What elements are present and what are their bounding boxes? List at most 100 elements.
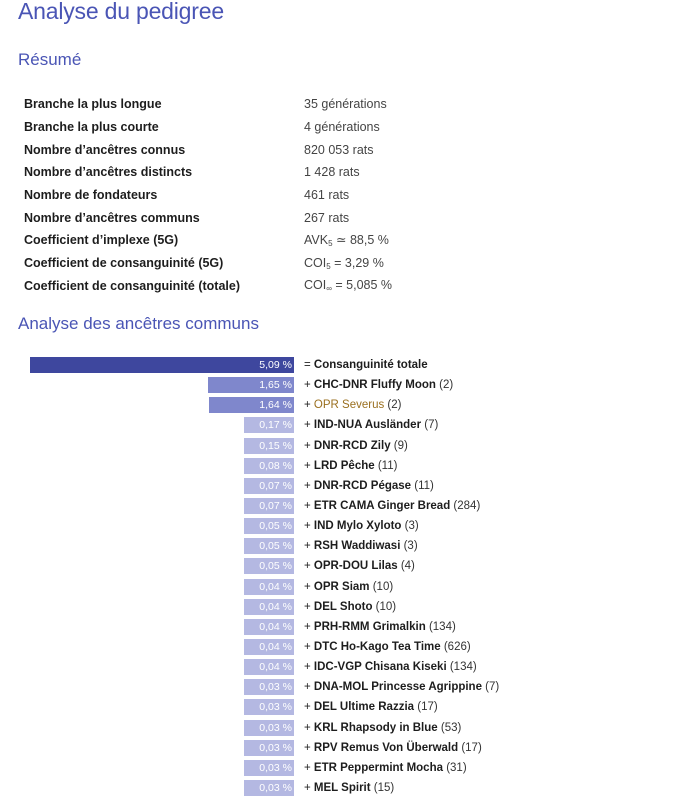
chart-data-label: 0,15 % [259, 439, 292, 452]
ancestor-name: DNR-RCD Pégase [313, 479, 412, 492]
chart-bar [30, 357, 294, 373]
summary-row: Branche la plus longue 35 générations [24, 93, 444, 116]
chart-row-label: + PRH-RMM Grimalkin (134) [304, 620, 456, 633]
chart-row-label: + OPR-DOU Lilas (4) [304, 560, 415, 573]
chart-row-label: + LRD Pêche (11) [304, 459, 398, 472]
summary-list: Branche la plus longue 35 générations Bran… [24, 93, 444, 297]
chart-bar [244, 598, 294, 615]
ancestor-link[interactable]: OPR Severus [313, 399, 385, 412]
chart-data-label: 0,03 % [259, 781, 292, 794]
chart-data-label: 0,07 % [259, 479, 292, 492]
summary-label: Nombre d’ancêtres connus [24, 142, 186, 157]
chart-row: 0,03 % + KRL Rhapsody in Blue (53) [0, 719, 684, 739]
ancestor-name: DNA-MOL Princesse Agrippine [313, 681, 482, 694]
chart-row: 0,04 % + DEL Shoto (10) [0, 598, 684, 618]
summary-value: 461 rats [304, 188, 350, 203]
chart-row-label: + DNA-MOL Princesse Agrippine (7) [304, 681, 500, 694]
chart-row-label: + ETR CAMA Ginger Bread (284) [304, 499, 481, 512]
ancestor-count: (15) [370, 781, 395, 794]
ancestor-name: IND Mylo Xyloto [313, 520, 402, 533]
chart-bar [244, 719, 294, 736]
ancestor-count: (284) [450, 499, 481, 512]
ancestor-name: CHC-DNR Fluffy Moon [313, 379, 436, 392]
chart-bar [244, 699, 294, 716]
summary-label: Branche la plus courte [24, 120, 159, 135]
ancestor-count: (134) [446, 661, 477, 674]
chart-row-label: + KRL Rhapsody in Blue (53) [304, 721, 462, 734]
chart-row: 0,04 % + PRH-RMM Grimalkin (134) [0, 618, 684, 638]
ancestor-count: (17) [458, 741, 482, 754]
ancestor-count: (626) [440, 640, 471, 653]
chart-row: 0,07 % + DNR-RCD Pégase (11) [0, 477, 684, 497]
chart-data-label: 0,03 % [259, 741, 292, 754]
chart-bar [244, 638, 294, 655]
summary-row: Coefficient de consanguinité (totale) COI… [24, 275, 444, 298]
ancestor-name: DNR-RCD Zily [313, 439, 391, 452]
ancestor-count: (4) [397, 560, 415, 573]
summary-row: Nombre d’ancêtres connus 820 053 rats [24, 138, 444, 161]
summary-value: 1 428 rats [304, 165, 360, 180]
chart-data-label: 0,04 % [259, 600, 292, 613]
ancestor-count: (134) [425, 620, 456, 633]
ancestor-name: IDC-VGP Chisana Kiseki [313, 661, 447, 674]
chart-row: 0,05 % + RSH Waddiwasi (3) [0, 537, 684, 557]
summary-label: Coefficient de consanguinité (5G) [24, 256, 224, 271]
ancestor-name: OPR-DOU Lilas [313, 560, 398, 573]
chart-data-label: 0,04 % [259, 620, 292, 633]
chart-row-label[interactable]: + OPR Severus (2) [304, 399, 402, 412]
ancestor-count: (31) [443, 761, 467, 774]
chart-data-label: 0,04 % [259, 661, 292, 674]
summary-label: Nombre d’ancêtres communs [24, 210, 200, 225]
summary-row: Coefficient d’implexe (5G) AVK5 ≃ 88,5 % [24, 229, 444, 252]
summary-heading: Résumé [18, 50, 82, 69]
chart-row-label: + IDC-VGP Chisana Kiseki (134) [304, 661, 477, 674]
ancestor-name: OPR Siam [313, 580, 370, 593]
chart-bar [244, 618, 294, 635]
chart-row: 0,08 % + LRD Pêche (11) [0, 457, 684, 477]
summary-row: Nombre d’ancêtres communs 267 rats [24, 206, 444, 229]
ancestor-name: DEL Shoto [313, 600, 373, 613]
chart-bar [244, 739, 294, 756]
ancestor-count: (10) [372, 600, 397, 613]
chart-row-label: + DEL Shoto (10) [304, 600, 397, 613]
summary-row: Nombre de fondateurs 461 rats [24, 184, 444, 207]
chart-data-label: 0,04 % [259, 640, 292, 653]
chart-bar [244, 518, 294, 535]
ancestor-count: (11) [374, 459, 398, 472]
ancestor-count: (53) [437, 721, 462, 734]
chart-bar [209, 397, 294, 414]
chart-bar [244, 417, 294, 434]
chart-data-label: 0,03 % [259, 721, 292, 734]
chart-bar [244, 558, 294, 575]
chart-row: 1,65 % + CHC-DNR Fluffy Moon (2) [0, 376, 684, 396]
summary-value: 35 générations [304, 97, 387, 112]
chart-row: 0,03 % + ETR Peppermint Mocha (31) [0, 759, 684, 779]
chart-row: 0,07 % + ETR CAMA Ginger Bread (284) [0, 497, 684, 517]
chart-row: 0,03 % + DEL Ultime Razzia (17) [0, 698, 684, 718]
chart-row-label: + MEL Spirit (15) [304, 781, 395, 794]
summary-value: COI∞ = 5,085 % [304, 278, 393, 294]
summary-label: Nombre de fondateurs [24, 188, 158, 203]
chart-bar [244, 779, 294, 796]
ancestor-name: DTC Ho-Kago Tea Time [313, 640, 441, 653]
ancestor-count: (7) [421, 419, 439, 432]
ancestors-heading: Analyse des ancêtres communs [18, 314, 259, 333]
chart-row-label: + DNR-RCD Zily (9) [304, 439, 408, 452]
chart-row: 0,05 % + OPR-DOU Lilas (4) [0, 557, 684, 577]
chart-data-label: 0,05 % [259, 540, 292, 553]
chart-row: 0,04 % + DTC Ho-Kago Tea Time (626) [0, 638, 684, 658]
ancestor-count: (2) [384, 399, 402, 412]
chart-row: 0,17 % + IND-NUA Ausländer (7) [0, 416, 684, 436]
summary-label: Coefficient d’implexe (5G) [24, 233, 179, 248]
chart-row: 0,03 % + MEL Spirit (15) [0, 779, 684, 799]
chart-row-label: = Consanguinité totale [304, 359, 428, 371]
summary-row: Branche la plus courte 4 générations [24, 116, 444, 139]
chart-row: 5,09 % = Consanguinité totale [0, 356, 684, 376]
summary-value: 267 rats [304, 210, 350, 225]
ancestor-name: ETR CAMA Ginger Bread [313, 499, 451, 512]
chart-row-label: + CHC-DNR Fluffy Moon (2) [304, 379, 454, 392]
ancestor-name: DEL Ultime Razzia [313, 701, 415, 714]
chart-row-label: + OPR Siam (10) [304, 580, 394, 593]
chart-bar [244, 538, 294, 555]
chart-data-label: 0,05 % [259, 520, 292, 533]
